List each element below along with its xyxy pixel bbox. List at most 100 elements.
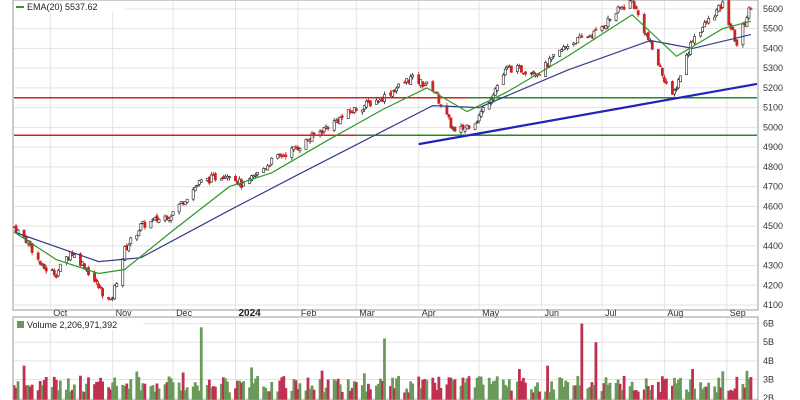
- candle-body: [741, 23, 745, 46]
- candle-body: [606, 18, 610, 28]
- volume-bar: [153, 391, 157, 400]
- volume-bar: [389, 386, 392, 400]
- volume-bar: [183, 390, 187, 400]
- candle-body: [56, 270, 60, 277]
- candle-body: [262, 168, 266, 173]
- volume-bar: [360, 385, 364, 400]
- candle-body: [552, 54, 556, 57]
- candle-body: [409, 76, 413, 85]
- candle-body: [550, 57, 554, 60]
- candle-body: [320, 130, 324, 134]
- candle-body: [193, 187, 197, 192]
- volume-bar: [70, 389, 74, 400]
- volume-bar: [435, 389, 439, 400]
- candle-body: [165, 215, 169, 221]
- volume-bar: [123, 386, 127, 400]
- candle-body: [574, 42, 578, 45]
- x-axis: Oct Nov Dec 2024 Feb Mar Apr May Jun Jul Aug Sep: [53, 308, 746, 319]
- y-tick-label: 5000: [763, 122, 783, 132]
- candle-body: [616, 6, 620, 13]
- volume-bar: [393, 388, 396, 400]
- volume-bar: [699, 382, 703, 400]
- y-tick-label: 5200: [763, 83, 783, 93]
- volume-bar: [522, 377, 525, 400]
- candle-body: [137, 230, 141, 237]
- candle-body: [600, 26, 604, 31]
- volume-bar: [165, 382, 169, 400]
- candle-body: [658, 65, 662, 68]
- ema20-line: [13, 14, 752, 275]
- volume-bar: [747, 378, 751, 400]
- volume-bar: [234, 388, 237, 400]
- volume-bar: [735, 376, 739, 400]
- candle-body: [594, 28, 598, 31]
- y-tick-label: 4700: [763, 182, 783, 192]
- volume-bar: [495, 376, 499, 400]
- volume-bar: [447, 377, 451, 400]
- volume-bar: [433, 382, 437, 400]
- volume-bar: [564, 380, 568, 400]
- candle-body: [703, 22, 707, 28]
- candle-body: [715, 9, 719, 16]
- volume-bar: [505, 386, 509, 400]
- volume-bar: [546, 365, 549, 400]
- volume-bar: [334, 380, 338, 400]
- candle-body: [364, 100, 368, 108]
- volume-bar: [224, 378, 227, 400]
- ema20-legend-label: EMA(20) 5537.62: [27, 2, 98, 12]
- volume-bar: [56, 390, 60, 400]
- volume-bar: [552, 389, 556, 400]
- volume-bar: [707, 382, 711, 400]
- volume-bar: [381, 380, 384, 400]
- volume-bar: [602, 383, 606, 400]
- candle-body: [614, 13, 618, 21]
- candle-body: [487, 101, 491, 110]
- volume-bar: [509, 390, 513, 400]
- volume-bar: [409, 381, 413, 400]
- volume-bar: [111, 382, 115, 400]
- candle-body: [493, 88, 497, 96]
- volume-bar: [113, 377, 117, 400]
- volume-bar: [52, 376, 56, 400]
- volume-bar: [727, 390, 731, 400]
- candle-body: [646, 32, 650, 40]
- candle-body: [749, 8, 753, 10]
- volume-bar: [163, 384, 167, 400]
- volume-bar: [22, 365, 26, 400]
- volume-bar: [437, 376, 441, 400]
- volume-bar: [79, 375, 82, 400]
- candle-body: [524, 71, 527, 75]
- volume-bar: [524, 382, 527, 400]
- candle-body: [87, 267, 90, 276]
- candle-body: [576, 37, 580, 44]
- candle-body: [735, 39, 739, 46]
- volume-bar: [179, 390, 183, 400]
- volume-bar: [348, 390, 352, 400]
- candle-body: [93, 272, 96, 282]
- volume-bar: [644, 378, 648, 400]
- volume-bar: [73, 384, 76, 400]
- volume-bar: [608, 382, 612, 400]
- volume-bar: [461, 377, 465, 400]
- volume-bar: [137, 377, 141, 400]
- candle-body: [479, 111, 483, 117]
- candle-body: [340, 115, 344, 118]
- volume-bar: [423, 378, 427, 400]
- volume-bar: [520, 380, 523, 400]
- volume-bar: [93, 384, 96, 400]
- volume-bar: [592, 385, 596, 400]
- volume-bar: [129, 379, 133, 400]
- volume-legend-label: Volume 2,206,971,392: [27, 320, 117, 330]
- volume-bar: [262, 386, 266, 400]
- volume-bar: [350, 387, 354, 400]
- volume-bar: [445, 384, 449, 400]
- candle-body: [135, 234, 139, 240]
- candle-body: [693, 36, 696, 44]
- candle-body: [276, 154, 280, 159]
- x-tick-label: 2024: [238, 308, 261, 319]
- volume-bar: [149, 386, 153, 400]
- candle-body: [403, 82, 407, 84]
- candle-body: [304, 139, 308, 150]
- candle-body: [36, 252, 40, 260]
- volume-bar: [121, 384, 125, 400]
